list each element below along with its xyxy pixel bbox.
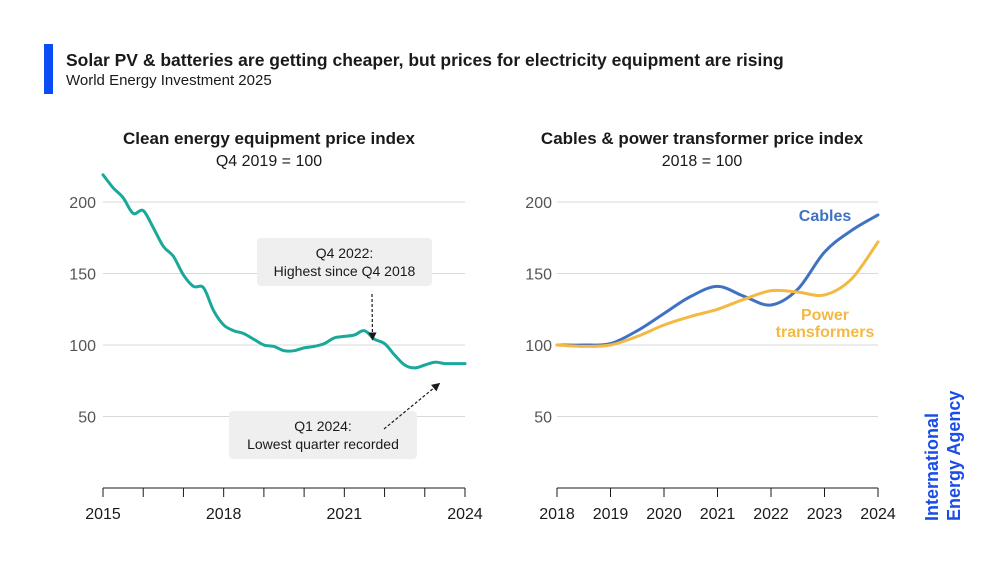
iea-logo: International Energy Agency	[918, 388, 968, 523]
y-tick-label: 200	[525, 195, 552, 212]
x-tick-label: 2015	[85, 506, 121, 523]
annotation-box	[229, 411, 417, 459]
x-tick-label: 2021	[327, 506, 363, 523]
x-tick-label: 2023	[807, 506, 843, 523]
series-line	[101, 173, 467, 370]
brand-line-2: Energy Agency	[944, 391, 964, 521]
x-tick-label: 2020	[646, 506, 682, 523]
series-label: Cables	[799, 208, 852, 225]
annotation-text: Q4 2022:	[316, 245, 374, 261]
y-tick-label: 100	[525, 338, 552, 355]
series-label: Power	[801, 307, 849, 324]
chart-title: Cables & power transformer price index	[541, 129, 864, 148]
page-title: Solar PV & batteries are getting cheaper…	[66, 50, 784, 70]
y-tick-label: 200	[69, 195, 96, 212]
cables-transformer-chart: Cables & power transformer price index 2…	[525, 129, 896, 523]
x-tick-label: 2019	[593, 506, 629, 523]
x-tick-label: 2024	[860, 506, 896, 523]
clean-energy-chart: Clean energy equipment price index Q4 20…	[69, 129, 483, 523]
chart-title: Clean energy equipment price index	[123, 129, 415, 148]
y-tick-label: 50	[78, 410, 96, 427]
y-tick-label: 100	[69, 338, 96, 355]
chart-subtitle: 2018 = 100	[662, 153, 743, 170]
page-subtitle: World Energy Investment 2025	[66, 72, 272, 89]
x-tick-label: 2018	[539, 506, 575, 523]
annotation-arrow	[383, 382, 441, 430]
annotation-text: Q1 2024:	[294, 418, 352, 434]
x-tick-label: 2022	[753, 506, 789, 523]
x-tick-label: 2018	[206, 506, 242, 523]
annotation-box	[257, 238, 432, 286]
title-accent-bar	[44, 44, 53, 94]
x-tick-label: 2021	[700, 506, 736, 523]
chart-subtitle: Q4 2019 = 100	[216, 153, 322, 170]
brand-line-1: International	[922, 413, 942, 521]
series-line	[555, 240, 880, 348]
annotation-text: Highest since Q4 2018	[274, 263, 416, 279]
series-label: transformers	[776, 324, 875, 341]
annotation-arrow	[368, 293, 377, 341]
x-tick-label: 2024	[447, 506, 483, 523]
annotation-text: Lowest quarter recorded	[247, 436, 399, 452]
y-tick-label: 150	[69, 267, 96, 284]
y-tick-label: 50	[534, 410, 552, 427]
y-tick-label: 150	[525, 267, 552, 284]
